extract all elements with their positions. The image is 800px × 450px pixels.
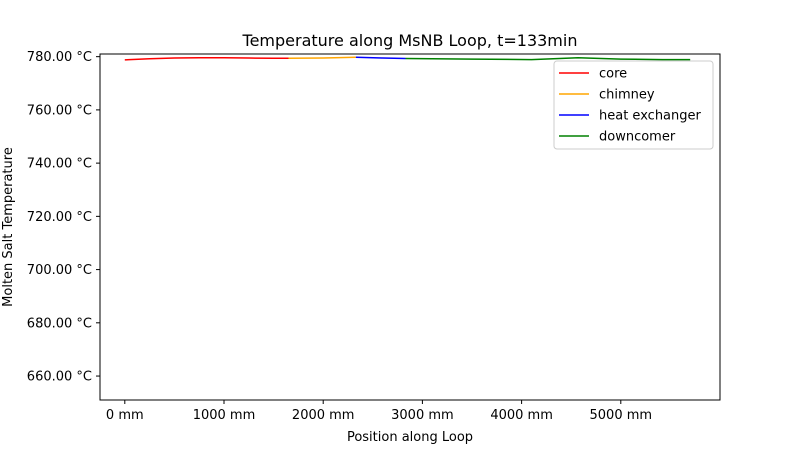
chart-title: Temperature along MsNB Loop, t=133min [242,31,578,50]
y-axis-ticks: 660.00 °C 680.00 °C 700.00 °C 720.00 °C 740.… [27,50,100,385]
y-tick-label: 660.00 °C [27,370,92,385]
legend-label: core [599,67,627,82]
series-line-heat-exchanger [355,56,406,60]
legend: core chimney heat exchanger downcomer [553,60,714,150]
series-line-downcomer [405,56,691,61]
y-tick-label: 720.00 °C [27,210,92,225]
legend-label: downcomer [599,130,676,145]
y-tick-label: 780.00 °C [27,50,92,65]
x-tick-label: 5000 mm [590,408,653,423]
legend-box [553,60,714,150]
series-layer [124,56,691,61]
series-line-chimney [288,56,356,60]
y-tick-label: 740.00 °C [27,157,92,172]
x-tick-label: 0 mm [106,408,144,423]
x-tick-label: 3000 mm [391,408,454,423]
y-axis-label: Molten Salt Temperature [1,147,16,307]
y-tick-label: 700.00 °C [27,263,92,278]
y-tick-label: 760.00 °C [27,103,92,118]
x-tick-label: 4000 mm [490,408,553,423]
plot-area-frame [99,53,721,401]
y-tick-label: 680.00 °C [27,316,92,331]
x-tick-label: 1000 mm [193,408,256,423]
series-line-core [124,56,289,61]
legend-label: chimney [599,88,655,103]
legend-label: heat exchanger [599,109,702,124]
x-tick-label: 2000 mm [292,408,355,423]
x-axis-label: Position along Loop [347,430,473,445]
x-axis-ticks: 0 mm 1000 mm 2000 mm 3000 mm 4000 mm 5000 mm [106,400,652,423]
